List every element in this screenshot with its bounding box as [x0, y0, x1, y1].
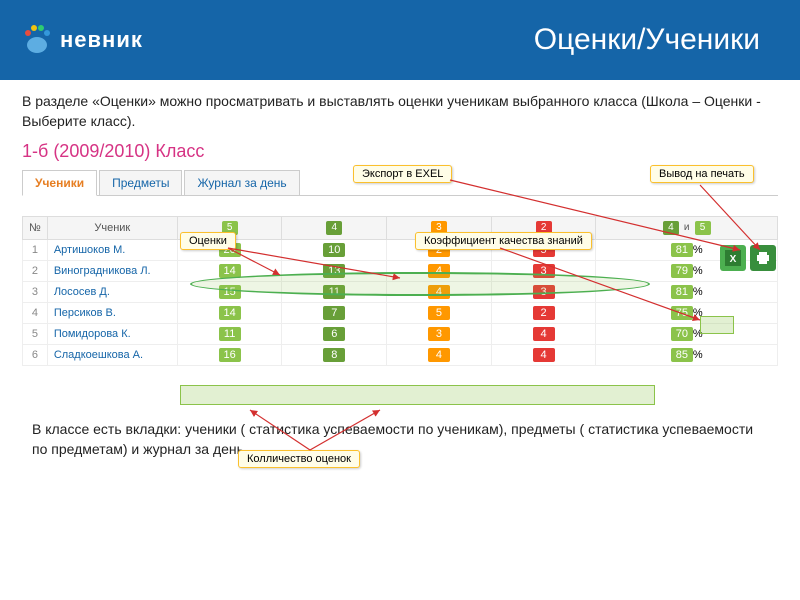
col-num: №: [23, 217, 48, 240]
col-pct: 4 и 5: [596, 217, 778, 240]
table-row: 2Виноградникова Л.14134379%: [23, 261, 778, 282]
cell-pct: 70%: [596, 324, 778, 345]
table-row: 5Помидорова К.1163470%: [23, 324, 778, 345]
description-top: В разделе «Оценки» можно просматривать и…: [22, 92, 778, 131]
header: невник Оценки/Ученики: [0, 0, 800, 80]
cell-3: 5: [387, 303, 492, 324]
cell-2: 4: [491, 345, 596, 366]
cell-4: 11: [282, 282, 387, 303]
cell-num: 5: [23, 324, 48, 345]
student-link[interactable]: Виноградникова Л.: [47, 261, 177, 282]
content: В разделе «Оценки» можно просматривать и…: [0, 80, 800, 471]
tab-journal[interactable]: Журнал за день: [184, 170, 299, 195]
student-link[interactable]: Помидорова К.: [47, 324, 177, 345]
student-link[interactable]: Лососев Д.: [47, 282, 177, 303]
student-link[interactable]: Сладкоешкова А.: [47, 345, 177, 366]
cell-pct: 85%: [596, 345, 778, 366]
cell-4: 8: [282, 345, 387, 366]
cell-num: 4: [23, 303, 48, 324]
table-row: 6Сладкоешкова А.1684485%: [23, 345, 778, 366]
cell-3: 4: [387, 261, 492, 282]
logo-text: невник: [60, 27, 143, 53]
cell-5: 11: [177, 324, 282, 345]
student-link[interactable]: Персиков В.: [47, 303, 177, 324]
action-icons: X: [720, 245, 776, 271]
cell-3: 3: [387, 324, 492, 345]
cell-5: 16: [177, 345, 282, 366]
callout-grades: Оценки: [180, 232, 236, 250]
cell-3: 4: [387, 282, 492, 303]
cell-5: 14: [177, 261, 282, 282]
table-row: 1Артишоков М.20102581%: [23, 240, 778, 261]
cell-2: 3: [491, 261, 596, 282]
col-name: Ученик: [47, 217, 177, 240]
tab-subjects[interactable]: Предметы: [99, 170, 182, 195]
cell-num: 2: [23, 261, 48, 282]
cell-pct: 75%: [596, 303, 778, 324]
table-row: 4Персиков В.1475275%: [23, 303, 778, 324]
page-title: Оценки/Ученики: [534, 23, 760, 57]
cell-4: 13: [282, 261, 387, 282]
svg-text:X: X: [730, 254, 737, 265]
class-title: 1-б (2009/2010) Класс: [22, 141, 778, 162]
callout-export: Экспорт в EXEL: [353, 165, 452, 183]
cell-5: 15: [177, 282, 282, 303]
callout-quality: Коэффициент качества знаний: [415, 232, 592, 250]
callout-print: Вывод на печать: [650, 165, 754, 183]
cell-num: 6: [23, 345, 48, 366]
description-bottom: В классе есть вкладки: ученики ( статист…: [22, 420, 778, 459]
cell-num: 1: [23, 240, 48, 261]
cell-2: 3: [491, 282, 596, 303]
tab-students[interactable]: Ученики: [22, 170, 97, 196]
grades-table: № Ученик 5 4 3 2 4 и 5 1Артишоков М.2010…: [22, 216, 778, 366]
col-4: 4: [282, 217, 387, 240]
cell-4: 7: [282, 303, 387, 324]
student-link[interactable]: Артишоков М.: [47, 240, 177, 261]
cell-5: 14: [177, 303, 282, 324]
logo-hand-icon: [20, 23, 54, 57]
print-icon[interactable]: [750, 245, 776, 271]
cell-num: 3: [23, 282, 48, 303]
cell-2: 2: [491, 303, 596, 324]
cell-pct: 81%: [596, 282, 778, 303]
cell-2: 4: [491, 324, 596, 345]
callout-count: Колличество оценок: [238, 450, 360, 468]
table-row: 3Лососев Д.15114381%: [23, 282, 778, 303]
excel-icon[interactable]: X: [720, 245, 746, 271]
logo: невник: [20, 23, 143, 57]
cell-4: 6: [282, 324, 387, 345]
cell-3: 4: [387, 345, 492, 366]
cell-4: 10: [282, 240, 387, 261]
